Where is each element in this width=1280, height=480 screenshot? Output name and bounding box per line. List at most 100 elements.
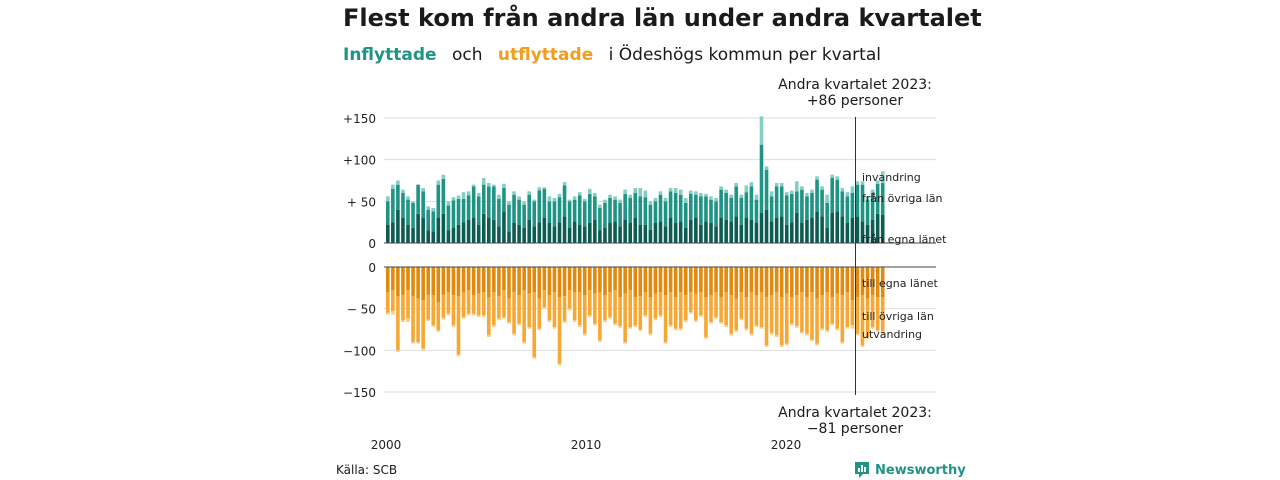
bar-out-3 <box>492 325 496 327</box>
bar-out-2 <box>471 295 476 314</box>
bar-out-3 <box>562 321 567 323</box>
bar-out-2 <box>411 296 415 342</box>
bar-out-2 <box>663 295 668 342</box>
bar-in-1 <box>663 226 668 243</box>
annotation-top-line1: Andra kvartalet 2023: <box>778 77 932 93</box>
bar-out-3 <box>699 315 703 317</box>
bar-in-2 <box>572 199 577 222</box>
bar-out-2 <box>825 292 829 331</box>
bar-out-2 <box>729 295 733 334</box>
bar-in-2 <box>613 199 617 222</box>
bar-in-3 <box>739 194 744 198</box>
bar-in-2 <box>855 184 860 217</box>
bar-in-2 <box>825 203 829 228</box>
bar-out-1 <box>476 267 481 294</box>
bar-out-2 <box>598 292 602 341</box>
bar-out-2 <box>668 292 673 326</box>
bar-in-2 <box>663 201 668 227</box>
bar-out-3 <box>588 315 592 317</box>
chart-title: Flest kom från andra län under andra kva… <box>343 4 982 32</box>
bar-in-2 <box>603 203 607 228</box>
y-tick-in: 0 <box>368 237 376 251</box>
bar-out-1 <box>678 267 683 292</box>
bar-out-2 <box>759 292 764 327</box>
bar-out-3 <box>461 317 466 319</box>
bar-in-3 <box>865 196 870 200</box>
bar-in-3 <box>734 183 739 187</box>
bar-out-1 <box>416 267 420 299</box>
subtitle-utflyttade: utflyttade <box>497 45 594 65</box>
bar-in-3 <box>729 194 733 198</box>
bar-in-1 <box>865 224 870 243</box>
bar-out-3 <box>714 317 718 319</box>
series-label-in: invandring <box>862 171 921 184</box>
bar-in-1 <box>810 218 814 243</box>
bar-out-3 <box>875 330 880 332</box>
bar-in-2 <box>456 198 461 225</box>
bar-out-3 <box>421 348 425 351</box>
bar-out-2 <box>507 298 511 322</box>
bar-out-1 <box>588 267 592 291</box>
bar-in-1 <box>744 218 749 243</box>
bar-out-3 <box>729 333 733 336</box>
bar-in-2 <box>487 186 491 218</box>
bar-in-1 <box>426 230 430 243</box>
newsworthy-logo[interactable]: Newsworthy <box>854 461 966 479</box>
bar-in-2 <box>744 192 749 218</box>
bar-out-1 <box>527 267 531 294</box>
bar-out-1 <box>668 267 673 292</box>
bar-in-3 <box>663 198 668 202</box>
bar-out-2 <box>421 300 425 349</box>
bar-out-1 <box>507 267 511 299</box>
bar-in-3 <box>795 181 799 192</box>
bar-out-2 <box>557 297 562 364</box>
bar-in-3 <box>633 188 638 193</box>
bar-in-2 <box>759 144 764 213</box>
bar-in-1 <box>800 223 804 243</box>
bar-in-1 <box>487 218 491 243</box>
bar-out-1 <box>658 267 663 292</box>
bar-out-3 <box>466 313 471 316</box>
bar-out-3 <box>638 329 643 332</box>
bar-in-3 <box>451 197 456 201</box>
bar-in-1 <box>714 226 718 243</box>
bar-in-2 <box>754 199 759 223</box>
bar-out-1 <box>830 267 834 297</box>
bar-out-1 <box>502 267 506 291</box>
bar-out-2 <box>815 298 819 344</box>
bar-in-1 <box>588 223 592 243</box>
bar-in-2 <box>648 204 653 230</box>
subtitle-inflyttade: Inflyttade <box>343 45 437 65</box>
bar-in-3 <box>860 181 865 185</box>
bar-out-3 <box>719 322 723 324</box>
bar-out-2 <box>497 296 501 319</box>
bar-in-1 <box>502 211 506 243</box>
bar-in-2 <box>790 193 794 223</box>
bar-in-2 <box>633 193 638 218</box>
bar-in-2 <box>729 198 733 222</box>
bar-out-1 <box>795 267 799 296</box>
bar-out-3 <box>845 327 850 329</box>
bar-out-1 <box>810 267 814 292</box>
bar-out-1 <box>820 267 824 296</box>
bar-out-2 <box>754 295 759 326</box>
bar-in-2 <box>532 201 537 227</box>
bar-out-1 <box>850 267 855 301</box>
bar-out-1 <box>552 267 557 292</box>
bar-in-3 <box>502 183 506 188</box>
bar-in-3 <box>830 174 834 178</box>
bar-in-2 <box>678 194 683 222</box>
bar-in-3 <box>658 191 663 195</box>
bar-out-2 <box>391 290 395 312</box>
bar-in-1 <box>709 223 713 243</box>
bar-in-3 <box>714 198 718 202</box>
bar-out-3 <box>779 345 784 347</box>
bar-out-2 <box>582 295 587 334</box>
bar-out-3 <box>547 320 552 322</box>
bar-in-3 <box>678 189 683 195</box>
bar-in-2 <box>426 209 430 231</box>
newsworthy-logo-icon <box>855 462 869 478</box>
bar-in-1 <box>769 221 774 243</box>
bar-in-3 <box>582 198 587 202</box>
